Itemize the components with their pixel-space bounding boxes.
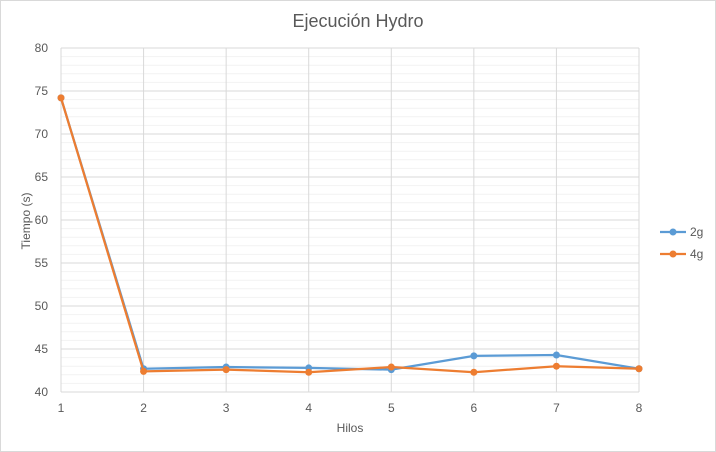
legend-marker-2g xyxy=(669,228,677,236)
y-axis-tick-labels: 40 45 50 55 60 65 70 75 80 xyxy=(35,41,49,399)
x-tick-label: 2 xyxy=(140,401,147,415)
minor-gridlines xyxy=(61,56,639,384)
data-point-4g xyxy=(222,366,230,374)
x-axis-title: Hilos xyxy=(337,421,364,435)
y-tick-label: 60 xyxy=(35,213,49,227)
data-point-4g xyxy=(305,368,313,376)
y-tick-label: 45 xyxy=(35,342,49,356)
major-gridlines xyxy=(61,47,639,393)
y-tick-label: 40 xyxy=(35,385,49,399)
y-axis-title: Tiempo (s) xyxy=(19,193,33,250)
y-tick-label: 70 xyxy=(35,127,49,141)
legend-marker-4g xyxy=(669,250,677,258)
legend-label-2g: 2g xyxy=(690,225,703,239)
x-axis-tick-labels: 1 2 3 4 5 6 7 8 xyxy=(58,401,643,415)
series-line-4g xyxy=(59,97,640,374)
series-layer xyxy=(57,94,643,376)
y-tick-label: 55 xyxy=(35,256,49,270)
data-point-2g xyxy=(470,352,478,360)
data-point-4g xyxy=(140,367,148,375)
x-tick-label: 7 xyxy=(553,401,560,415)
data-point-4g xyxy=(470,368,478,376)
x-tick-label: 5 xyxy=(388,401,395,415)
vertical-gridlines xyxy=(60,48,640,392)
legend: 2g 4g xyxy=(660,225,703,261)
data-point-4g xyxy=(57,94,65,102)
x-tick-label: 1 xyxy=(58,401,65,415)
x-tick-label: 4 xyxy=(305,401,312,415)
x-tick-label: 8 xyxy=(636,401,643,415)
y-tick-label: 65 xyxy=(35,170,49,184)
data-point-4g xyxy=(635,365,643,373)
x-tick-label: 6 xyxy=(471,401,478,415)
y-tick-label: 80 xyxy=(35,41,49,55)
y-tick-label: 50 xyxy=(35,299,49,313)
data-point-2g xyxy=(552,351,560,359)
y-tick-label: 75 xyxy=(35,84,49,98)
data-point-4g xyxy=(552,362,560,370)
legend-label-4g: 4g xyxy=(690,247,703,261)
data-point-4g xyxy=(387,363,395,371)
x-tick-label: 3 xyxy=(223,401,230,415)
chart-title: Ejecución Hydro xyxy=(292,11,423,31)
series-line-2g xyxy=(59,97,640,371)
